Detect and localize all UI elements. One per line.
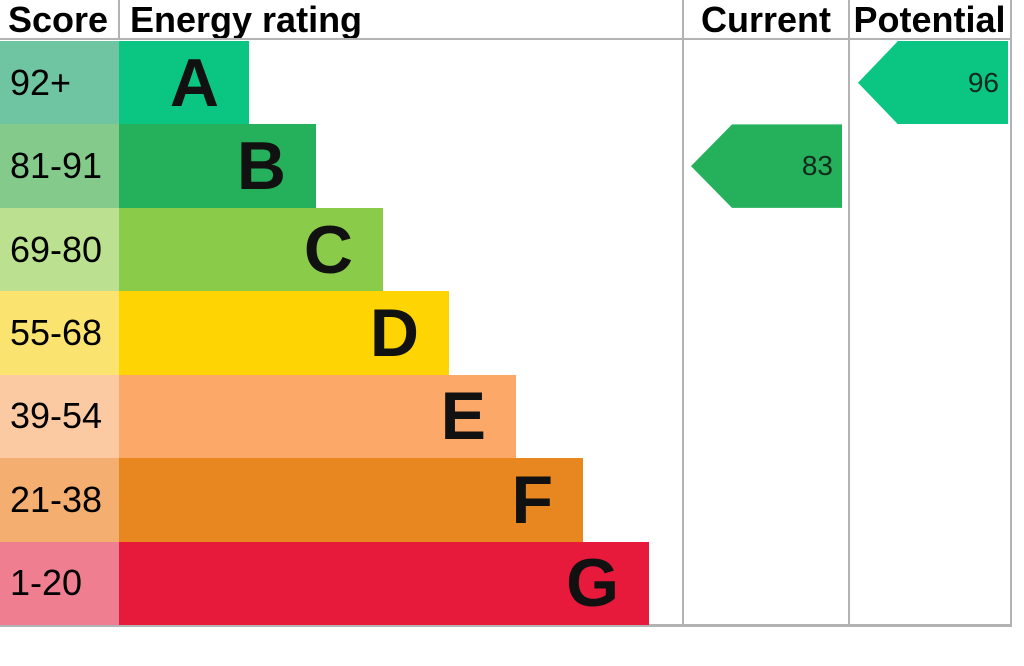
header-underline	[0, 38, 1012, 40]
score-cell: 55-68	[0, 291, 119, 375]
rating-bar: E	[119, 374, 516, 459]
potential-column-header: Potential	[853, 0, 1006, 40]
rating-row-a: 92+ A	[0, 41, 683, 125]
rating-row-b: 81-91 B	[0, 124, 683, 208]
energy-rating-column-header: Energy rating	[130, 0, 363, 40]
score-cell: 81-91	[0, 124, 119, 208]
rating-bar: C	[119, 207, 383, 292]
potential-column-left-border	[848, 0, 850, 627]
rating-bar: A	[119, 41, 249, 125]
rating-row-d: 55-68 D	[0, 291, 683, 375]
score-cell: 69-80	[0, 207, 119, 292]
score-cell: 21-38	[0, 458, 119, 542]
score-cell: 39-54	[0, 374, 119, 459]
potential-rating-arrow: 96	[858, 41, 1008, 125]
rating-row-f: 21-38 F	[0, 458, 683, 542]
rating-bar: D	[119, 291, 449, 375]
rating-bar: G	[119, 541, 649, 625]
rating-row-c: 69-80 C	[0, 207, 683, 292]
score-cell: 92+	[0, 41, 119, 125]
score-cell: 1-20	[0, 541, 119, 625]
rating-rows: 92+ A 81-91 B 69-80 C 55-68 D 39-54 E 21…	[0, 41, 683, 625]
table-bottom-border	[0, 624, 1012, 627]
current-column-header: Current	[700, 0, 831, 40]
rating-bar: F	[119, 458, 583, 542]
rating-row-e: 39-54 E	[0, 374, 683, 459]
current-rating-arrow: 83	[691, 124, 842, 208]
table-right-border	[1010, 0, 1012, 627]
current-column-left-border	[682, 0, 684, 627]
rating-bar: B	[119, 124, 316, 208]
score-header-divider	[118, 0, 120, 39]
rating-row-g: 1-20 G	[0, 541, 683, 625]
score-column-header: Score	[8, 0, 109, 40]
